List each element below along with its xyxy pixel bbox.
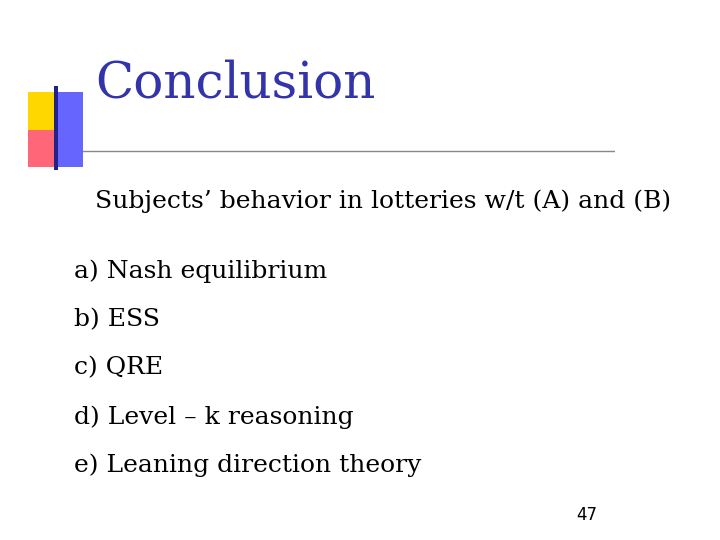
Text: d) Level – k reasoning: d) Level – k reasoning [74, 405, 354, 429]
FancyBboxPatch shape [27, 130, 55, 167]
Text: c) QRE: c) QRE [74, 356, 163, 380]
Text: Conclusion: Conclusion [95, 58, 376, 108]
Text: b) ESS: b) ESS [74, 308, 160, 331]
Text: e) Leaning direction theory: e) Leaning direction theory [74, 454, 421, 477]
Text: 47: 47 [576, 506, 597, 524]
FancyBboxPatch shape [55, 92, 83, 130]
Text: a) Nash equilibrium: a) Nash equilibrium [74, 259, 327, 283]
Text: Subjects’ behavior in lotteries w/t (A) and (B): Subjects’ behavior in lotteries w/t (A) … [95, 189, 672, 213]
FancyBboxPatch shape [53, 86, 58, 170]
FancyBboxPatch shape [55, 130, 83, 167]
FancyBboxPatch shape [27, 92, 55, 130]
